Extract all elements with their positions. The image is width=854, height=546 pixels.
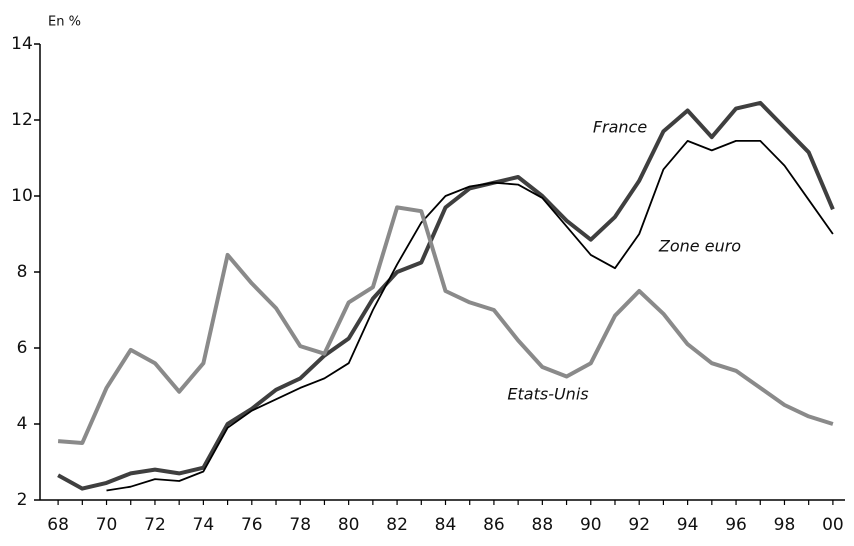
x-tick-label: 90: [580, 515, 602, 535]
y-tick-label: 2: [17, 490, 28, 510]
series-label: Zone euro: [658, 237, 741, 256]
y-tick-label: 12: [11, 110, 33, 130]
y-tick-label: 8: [17, 262, 28, 282]
x-tick-label: 84: [435, 515, 457, 535]
x-tick-label: 74: [193, 515, 215, 535]
y-axis-label: En %: [48, 15, 81, 30]
x-tick-label: 82: [386, 515, 408, 535]
x-tick-label: 80: [338, 515, 360, 535]
x-tick-label: 94: [677, 515, 699, 535]
series-label: France: [593, 118, 648, 137]
series-line: [57, 205, 834, 445]
y-tick-label: 4: [17, 414, 28, 434]
x-tick-label: 70: [96, 515, 118, 535]
x-tick-label: 86: [483, 515, 505, 535]
x-tick-label: 96: [725, 515, 747, 535]
x-tick-label: 78: [289, 515, 311, 535]
x-tick-label: 76: [241, 515, 263, 535]
x-tick-label: 98: [774, 515, 796, 535]
x-tick-label: 92: [628, 515, 650, 535]
y-tick-label: 10: [11, 186, 33, 206]
y-tick-label: 14: [11, 34, 33, 54]
y-tick-label: 6: [17, 338, 28, 358]
series-line: [106, 140, 834, 492]
series-label: Etats-Unis: [507, 385, 588, 404]
series-line: [57, 100, 835, 491]
x-tick-label: 88: [532, 515, 554, 535]
x-tick-label: 68: [47, 515, 69, 535]
x-tick-label: 72: [144, 515, 166, 535]
x-tick-label: 00: [822, 515, 844, 535]
